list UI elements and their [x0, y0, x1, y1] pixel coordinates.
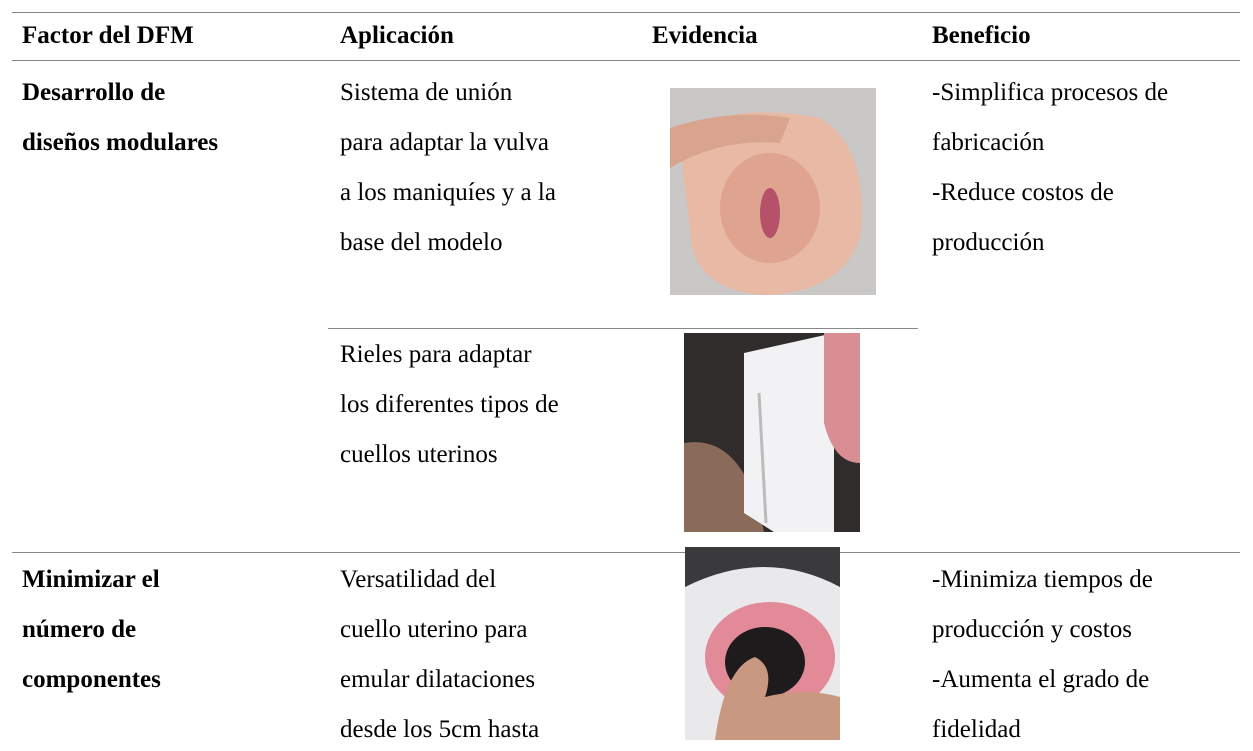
column-header: Aplicación — [340, 22, 454, 49]
factor-text: Desarrollo de — [22, 79, 166, 106]
factor-text: diseños modulares — [22, 129, 219, 156]
benefit-text: fidelidad — [932, 716, 1021, 743]
factor-text: Minimizar el — [22, 566, 160, 593]
application-text: a los maniquíes y a la — [340, 179, 556, 206]
column-header: Factor del DFM — [22, 22, 194, 49]
table-rule — [12, 12, 1240, 13]
application-text: emular dilataciones — [340, 666, 536, 693]
benefit-text: -Simplifica procesos de — [932, 79, 1169, 106]
benefit-text: producción y costos — [932, 616, 1132, 643]
application-text: los diferentes tipos de — [340, 391, 559, 418]
application-text: para adaptar la vulva — [340, 129, 549, 156]
evidence-photo — [684, 333, 860, 532]
column-header: Evidencia — [652, 22, 758, 49]
column-header: Beneficio — [932, 22, 1031, 49]
application-text: desde los 5cm hasta — [340, 716, 540, 743]
factor-text: número de — [22, 616, 137, 643]
benefit-text: -Aumenta el grado de — [932, 666, 1150, 693]
evidence-photo — [670, 88, 876, 295]
benefit-text: -Minimiza tiempos de — [932, 566, 1153, 593]
application-text: Rieles para adaptar — [340, 341, 532, 368]
table-rule — [328, 328, 918, 329]
benefit-text: fabricación — [932, 129, 1045, 156]
application-text: base del modelo — [340, 229, 503, 256]
table-rule — [12, 60, 1240, 61]
application-text: Versatilidad del — [340, 566, 497, 593]
application-text: cuellos uterinos — [340, 441, 498, 468]
table-rule — [12, 552, 1240, 553]
benefit-text: producción — [932, 229, 1045, 256]
factor-text: componentes — [22, 666, 161, 693]
evidence-photo — [685, 547, 840, 740]
application-text: Sistema de unión — [340, 79, 513, 106]
benefit-text: -Reduce costos de — [932, 179, 1114, 206]
application-text: cuello uterino para — [340, 616, 528, 643]
